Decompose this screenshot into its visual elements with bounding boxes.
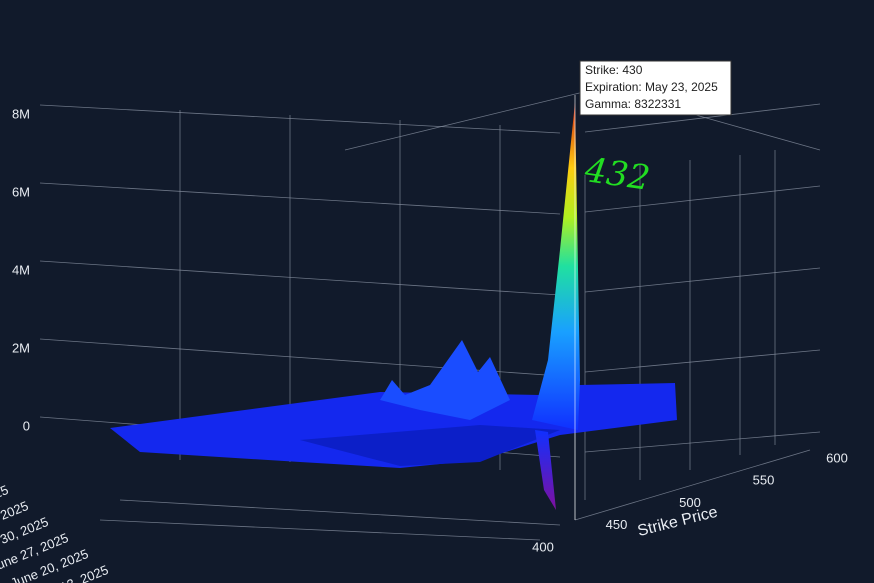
- tooltip-line: Gamma: 8322331: [585, 97, 681, 111]
- x-axis-title: Strike Price: [636, 504, 720, 540]
- x-tick-label: 600: [826, 450, 848, 465]
- tooltip: Strike: 430 Expiration: May 23, 2025 Gam…: [579, 60, 732, 116]
- z-tick-label: 8M: [12, 106, 30, 121]
- surface-ridge: [380, 340, 510, 420]
- grid-line: [584, 431, 821, 453]
- grid: [99, 87, 821, 541]
- grid-line: [584, 267, 821, 293]
- tooltip-line: Expiration: May 23, 2025: [585, 80, 718, 94]
- gamma-peak: [532, 102, 580, 431]
- tooltip-box: [579, 60, 732, 116]
- grid-line: [584, 349, 821, 373]
- annotation: 432: [582, 150, 653, 199]
- grid-line: [584, 185, 821, 213]
- x-tick-label: 500: [679, 495, 701, 510]
- z-tick-label: 4M: [12, 262, 30, 277]
- surface-dip: [535, 430, 556, 510]
- surface-shade: [300, 425, 560, 466]
- x-tick-label: 450: [606, 517, 628, 532]
- grid-line: [39, 182, 561, 215]
- z-tick-label: 0: [23, 418, 30, 433]
- grid-line: [39, 104, 561, 134]
- z-tick-label: 2M: [12, 340, 30, 355]
- grid-line: [39, 260, 561, 296]
- x-tick-label: 400: [532, 539, 554, 554]
- tooltip-line: Strike: 430: [585, 63, 643, 77]
- x-tick-label: 550: [753, 473, 775, 488]
- surface: [110, 383, 677, 468]
- z-tick-label: 6M: [12, 184, 30, 199]
- grid-line: [584, 103, 821, 133]
